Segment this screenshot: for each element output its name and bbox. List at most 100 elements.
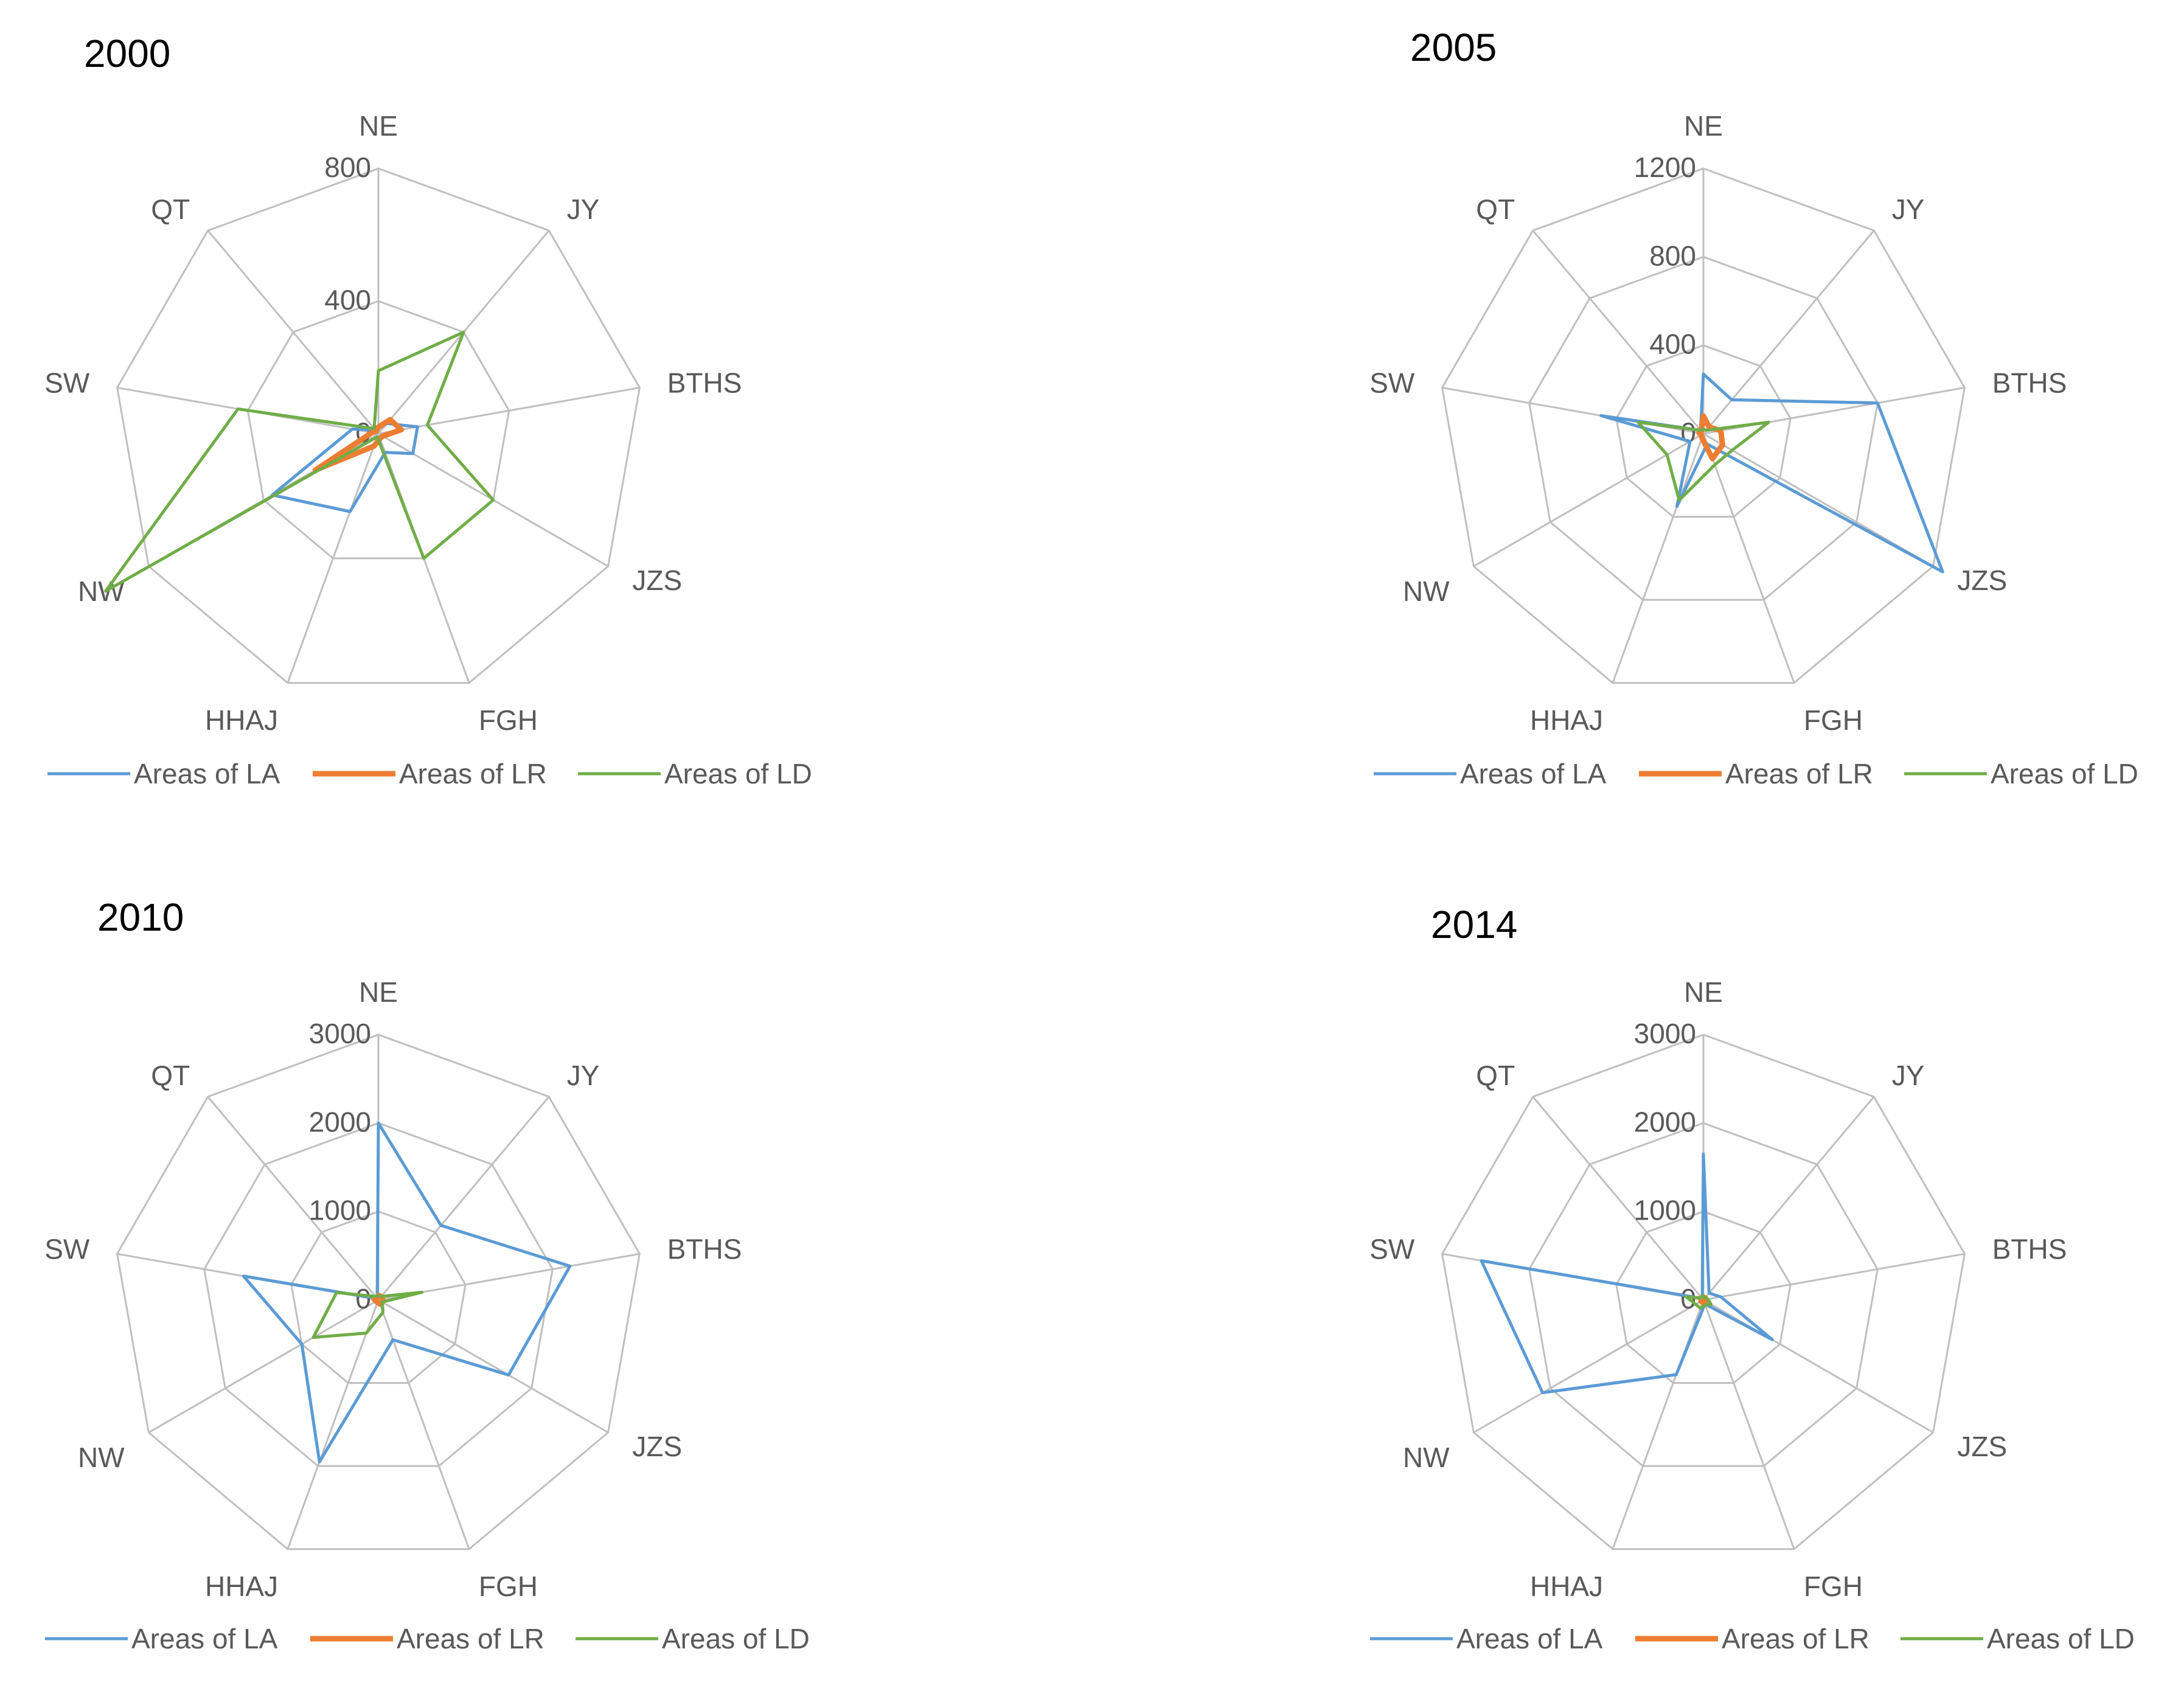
category-label: HHAJ <box>205 1571 278 1602</box>
category-label: QT <box>151 1060 190 1091</box>
grid-ring <box>116 1033 641 1550</box>
grid-spoke <box>1532 1096 1705 1300</box>
legend-label: Areas of LA <box>1456 1623 1603 1655</box>
legend-label: Areas of LR <box>1722 1623 1869 1655</box>
grid-ring <box>1441 1033 1966 1550</box>
category-label: SW <box>1369 367 1415 398</box>
grid-ring <box>1528 1122 1879 1467</box>
chart-title: 2014 <box>1431 903 1517 946</box>
tick-label: 1000 <box>309 1195 371 1226</box>
grid-spoke <box>1612 433 1705 684</box>
series-line-areas-of-la <box>242 1121 572 1464</box>
series-line-areas-of-ld <box>1684 1294 1713 1310</box>
legend: Areas of LA Areas of LR Areas of LD <box>45 1623 810 1655</box>
grid-spoke <box>1532 230 1705 434</box>
category-label: NW <box>1403 575 1450 607</box>
category-label: FGH <box>479 704 538 736</box>
grid-spoke <box>377 1096 550 1300</box>
tick-label: 400 <box>1649 328 1696 360</box>
category-label: SW <box>44 1233 90 1265</box>
legend-label: Areas of LR <box>397 1623 544 1655</box>
tick-label: 2000 <box>309 1106 371 1137</box>
grid-spoke <box>1702 433 1795 684</box>
tick-label: 3000 <box>309 1018 371 1049</box>
grid-ring <box>1615 344 1792 518</box>
category-label: QT <box>1476 193 1515 225</box>
grid-spoke <box>1702 1096 1875 1300</box>
grid-spoke <box>207 1096 380 1300</box>
category-label: JY <box>567 193 600 225</box>
category-label: JZS <box>632 1431 682 1462</box>
tick-label: 1000 <box>1634 1195 1696 1226</box>
category-label: BTHS <box>667 367 742 398</box>
series-line-areas-of-la <box>1480 1152 1774 1395</box>
grid-spoke <box>1702 1299 1795 1550</box>
grid-spoke <box>148 1299 379 1434</box>
category-label: JY <box>1892 1060 1925 1091</box>
series-line-areas-of-ld <box>1636 420 1770 502</box>
radar-chart-2000: 2000NEJYBTHSJZSFGHHHAJNWSWQT0400800Areas… <box>44 32 812 790</box>
series-line-areas-of-lr <box>312 417 405 473</box>
grid-spoke <box>287 1299 380 1550</box>
category-label: JY <box>1892 193 1925 225</box>
chart-title: 2000 <box>84 32 170 75</box>
category-label: NE <box>359 110 398 142</box>
category-label: QT <box>151 193 190 225</box>
grid-spoke <box>378 386 640 435</box>
grid-ring <box>290 1210 467 1384</box>
category-label: NE <box>359 976 398 1008</box>
legend-label: Areas of LA <box>134 758 280 790</box>
category-label: SW <box>1369 1233 1415 1265</box>
legend-label: Areas of LR <box>1725 758 1873 790</box>
category-label: JY <box>567 1060 600 1091</box>
category-label: BTHS <box>667 1233 742 1265</box>
chart-title: 2010 <box>97 895 184 939</box>
grid-ring <box>246 300 510 560</box>
grid-ring <box>116 167 641 684</box>
chart-title: 2005 <box>1410 26 1497 69</box>
grid-ring <box>1441 167 1966 684</box>
category-label: SW <box>44 367 90 398</box>
category-label: HHAJ <box>1530 1571 1603 1602</box>
category-label: FGH <box>1804 1571 1863 1602</box>
tick-label: 400 <box>324 284 371 316</box>
grid-ring <box>1615 1210 1792 1384</box>
category-label: NW <box>78 575 125 607</box>
category-label: JZS <box>632 564 682 596</box>
grid-spoke <box>1473 432 1704 568</box>
grid-spoke <box>207 230 380 434</box>
legend-label: Areas of LA <box>1460 758 1607 790</box>
radar-chart-2010: 2010 NE JY BTHS JZS FGH HHAJ NW SW QT 0 1000 2000 300… <box>44 895 810 1655</box>
grid-ring <box>203 1122 554 1467</box>
category-label: JZS <box>1957 564 2007 596</box>
grid-spoke <box>1703 1252 1965 1301</box>
category-label: NE <box>1684 976 1723 1008</box>
grid-spoke <box>378 1299 609 1434</box>
series-line-areas-of-ld <box>311 1290 424 1339</box>
legend-label: Areas of LD <box>664 758 812 790</box>
radar-chart-2005: 2005NEJYBTHSJZSFGHHHAJNWSWQT04008001200A… <box>1369 26 2138 790</box>
legend-label: Areas of LD <box>1987 1623 2135 1655</box>
legend: Areas of LA Areas of LR Areas of LD <box>1370 1623 2135 1655</box>
category-label: FGH <box>479 1571 538 1602</box>
tick-label: 800 <box>324 151 371 183</box>
tick-label: 0 <box>355 1283 371 1314</box>
category-label: JZS <box>1957 1431 2007 1462</box>
tick-label: 3000 <box>1634 1018 1696 1049</box>
category-label: HHAJ <box>205 704 278 736</box>
legend-label: Areas of LA <box>131 1623 278 1655</box>
category-label: FGH <box>1804 704 1863 736</box>
category-label: BTHS <box>1992 1233 2067 1265</box>
category-label: HHAJ <box>1530 704 1603 736</box>
radar-chart-2014: 2014NEJYBTHSJZSFGHHHAJNWSWQT010002000300… <box>1369 903 2135 1655</box>
legend: Areas of LA Areas of LR Areas of LD <box>1374 758 2138 790</box>
category-label: QT <box>1476 1060 1515 1091</box>
category-label: NW <box>78 1442 125 1473</box>
legend-label: Areas of LD <box>662 1623 810 1655</box>
tick-label: 800 <box>1649 240 1696 271</box>
category-label: NE <box>1684 110 1723 142</box>
grid-ring <box>1528 255 1879 601</box>
category-label: NW <box>1403 1442 1450 1473</box>
series-line-areas-of-la <box>270 422 419 513</box>
